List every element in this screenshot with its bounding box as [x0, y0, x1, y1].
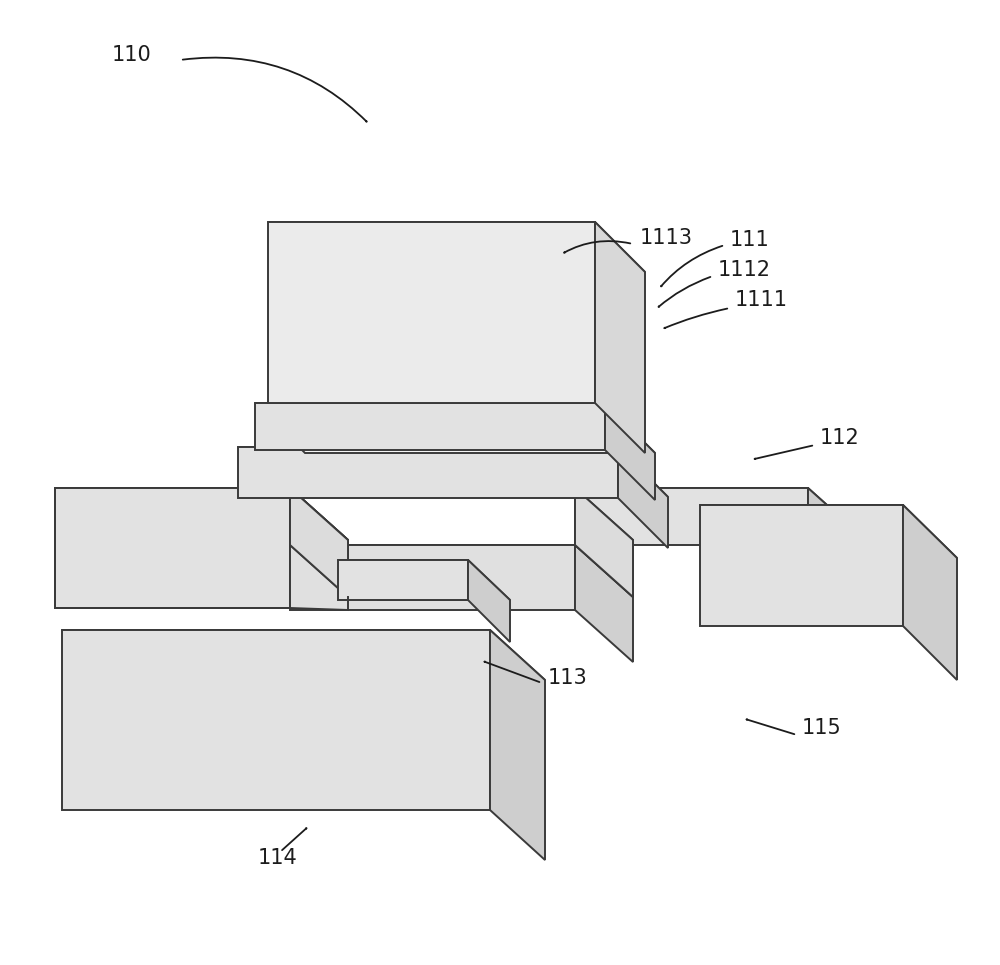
Polygon shape — [290, 488, 348, 610]
Polygon shape — [290, 545, 575, 610]
Polygon shape — [290, 488, 348, 597]
Polygon shape — [575, 488, 633, 597]
Polygon shape — [575, 488, 633, 597]
Polygon shape — [62, 630, 545, 680]
Polygon shape — [290, 545, 633, 597]
Text: 114: 114 — [258, 848, 298, 868]
Polygon shape — [575, 488, 866, 540]
Polygon shape — [903, 505, 957, 680]
Polygon shape — [490, 630, 545, 860]
Polygon shape — [605, 403, 655, 500]
FancyArrowPatch shape — [664, 309, 727, 328]
Polygon shape — [238, 447, 618, 498]
Polygon shape — [255, 403, 605, 450]
FancyArrowPatch shape — [564, 241, 630, 253]
Polygon shape — [700, 505, 957, 558]
FancyArrowPatch shape — [747, 719, 794, 734]
Polygon shape — [468, 560, 510, 642]
FancyArrowPatch shape — [484, 662, 539, 682]
Polygon shape — [338, 560, 468, 600]
FancyArrowPatch shape — [661, 246, 722, 287]
Text: 110: 110 — [112, 45, 152, 65]
Polygon shape — [238, 447, 668, 497]
Polygon shape — [808, 488, 866, 610]
Text: 1111: 1111 — [735, 290, 788, 310]
FancyArrowPatch shape — [183, 58, 367, 122]
Polygon shape — [55, 488, 290, 608]
Text: 113: 113 — [548, 668, 588, 688]
Polygon shape — [290, 488, 348, 597]
Polygon shape — [595, 222, 645, 453]
Polygon shape — [618, 447, 668, 548]
Text: 115: 115 — [802, 718, 842, 738]
Text: 1113: 1113 — [640, 228, 693, 248]
FancyArrowPatch shape — [282, 828, 306, 850]
Polygon shape — [700, 505, 903, 626]
Text: 112: 112 — [820, 428, 860, 448]
Polygon shape — [575, 488, 808, 545]
FancyArrowPatch shape — [755, 446, 812, 459]
Polygon shape — [268, 222, 645, 272]
Text: 1112: 1112 — [718, 260, 771, 280]
Polygon shape — [255, 403, 655, 453]
Polygon shape — [338, 560, 510, 600]
Polygon shape — [55, 488, 348, 540]
Polygon shape — [268, 222, 595, 403]
FancyArrowPatch shape — [659, 277, 710, 307]
Polygon shape — [62, 630, 490, 810]
Polygon shape — [575, 545, 633, 662]
Text: 111: 111 — [730, 230, 770, 250]
